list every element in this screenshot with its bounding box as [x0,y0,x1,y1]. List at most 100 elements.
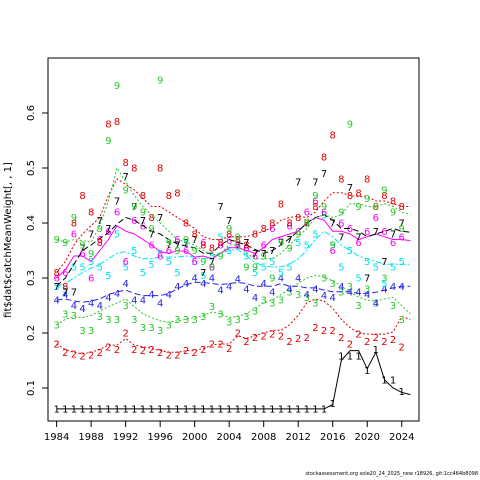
data-point-age-8: 8 [79,191,85,202]
data-point-age-1: 1 [62,404,68,415]
data-point-age-7: 7 [131,202,137,213]
data-point-age-1: 1 [114,404,120,415]
data-point-age-5: 5 [97,263,103,274]
data-point-age-1: 1 [278,404,284,415]
data-point-age-5: 5 [321,210,327,221]
data-point-age-3: 3 [174,315,180,326]
data-point-age-7: 7 [97,216,103,227]
data-point-age-7: 7 [321,169,327,180]
data-point-age-4: 4 [364,290,370,301]
data-point-age-6: 6 [79,249,85,260]
data-point-age-8: 8 [122,158,128,169]
data-point-age-8: 8 [390,197,396,208]
data-point-age-2: 2 [381,337,387,348]
data-point-age-2: 2 [286,337,292,348]
data-point-age-5: 5 [200,271,206,282]
data-point-age-5: 5 [295,238,301,249]
data-point-age-1: 1 [347,352,353,363]
data-point-age-6: 6 [114,208,120,219]
data-point-age-9: 9 [390,208,396,219]
fit-line-age-6 [56,216,411,279]
data-point-age-5: 5 [105,271,111,282]
data-point-age-9: 9 [330,241,336,252]
data-point-age-5: 5 [252,268,258,279]
data-point-age-2: 2 [399,342,405,353]
data-point-age-4: 4 [330,293,336,304]
data-point-age-5: 5 [390,263,396,274]
data-point-age-9: 9 [269,274,275,285]
data-point-age-1: 1 [166,404,172,415]
data-point-age-3: 3 [364,285,370,296]
data-point-age-5: 5 [71,263,77,274]
data-point-age-2: 2 [191,348,197,359]
data-point-age-5: 5 [88,257,94,268]
data-point-age-3: 3 [252,307,258,318]
data-point-age-8: 8 [286,219,292,230]
data-point-age-5: 5 [399,257,405,268]
data-point-age-8: 8 [140,191,146,202]
data-point-age-6: 6 [390,238,396,249]
data-point-age-1: 1 [148,404,154,415]
data-point-age-6: 6 [373,213,379,224]
data-point-age-9: 9 [373,202,379,213]
fit-line-age-7 [56,214,411,287]
data-point-age-7: 7 [79,243,85,254]
data-point-age-1: 1 [235,404,241,415]
data-point-age-1: 1 [269,404,275,415]
data-point-age-2: 2 [295,334,301,345]
data-point-age-5: 5 [166,257,172,268]
data-point-age-6: 6 [347,224,353,235]
data-point-age-1: 1 [105,404,111,415]
y-tick-label: 0.1 [26,380,37,396]
data-point-age-4: 4 [252,293,258,304]
data-point-age-4: 4 [381,285,387,296]
data-point-age-7: 7 [157,213,163,224]
data-point-age-2: 2 [140,346,146,357]
data-point-age-3: 3 [97,312,103,323]
data-point-age-5: 5 [140,268,146,279]
data-point-age-9: 9 [183,235,189,246]
data-point-age-8: 8 [105,120,111,131]
data-point-age-2: 2 [347,340,353,351]
data-point-age-5: 5 [286,263,292,274]
data-point-age-3: 3 [269,298,275,309]
data-point-age-6: 6 [131,216,137,227]
data-point-age-4: 4 [157,298,163,309]
data-point-age-2: 2 [71,349,77,360]
y-tick-label: 0.6 [26,105,37,121]
data-point-age-6: 6 [140,221,146,232]
data-point-age-7: 7 [286,235,292,246]
data-point-age-8: 8 [97,238,103,249]
data-point-age-4: 4 [235,275,241,286]
data-point-age-3: 3 [191,315,197,326]
data-point-age-9: 9 [174,246,180,257]
data-point-age-4: 4 [71,301,77,312]
data-point-age-6: 6 [399,232,405,243]
data-point-age-5: 5 [148,260,154,271]
data-point-age-8: 8 [373,202,379,213]
data-point-age-5: 5 [269,257,275,268]
fit-line-age-4 [56,281,411,303]
x-tick-label: 2008 [251,432,276,443]
data-point-age-9: 9 [347,120,353,131]
data-point-age-3: 3 [53,320,59,331]
data-point-age-4: 4 [312,285,318,296]
data-point-age-6: 6 [122,257,128,268]
data-point-age-2: 2 [209,340,215,351]
data-point-age-5: 5 [62,285,68,296]
data-point-age-6: 6 [209,263,215,274]
data-point-age-4: 4 [191,274,197,285]
data-point-age-1: 1 [140,404,146,415]
data-point-age-5: 5 [243,252,249,263]
data-point-age-9: 9 [140,208,146,219]
data-point-age-5: 5 [114,230,120,241]
data-point-age-6: 6 [157,252,163,263]
data-point-age-3: 3 [261,296,267,307]
data-point-age-3: 3 [157,326,163,337]
y-tick-label: 0.2 [26,325,37,341]
data-point-age-4: 4 [226,282,232,293]
